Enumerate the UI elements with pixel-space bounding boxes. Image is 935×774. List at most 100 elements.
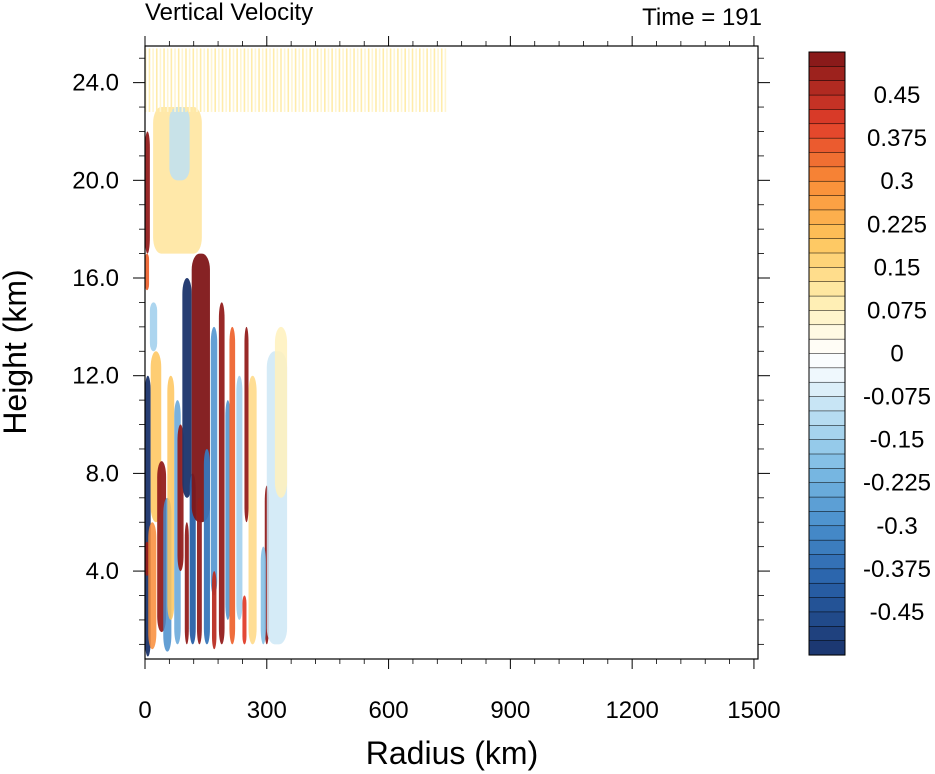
stratosphere-stripe: [400, 48, 403, 112]
velocity-cell: [225, 400, 231, 620]
x-tick-label: 1500: [727, 697, 780, 724]
stratosphere-stripe: [437, 48, 439, 112]
colorbar-segment: [808, 582, 846, 599]
stratosphere-stripe: [185, 48, 187, 112]
stratosphere-stripe: [298, 48, 301, 112]
stratosphere-stripe: [276, 48, 279, 112]
stratosphere-stripe: [269, 48, 271, 112]
velocity-cell: [177, 424, 184, 572]
stratosphere-stripe: [426, 48, 428, 112]
colorbar-segment: [808, 626, 846, 642]
stratosphere-stripe: [243, 48, 246, 112]
colorbar-label: -0.375: [863, 556, 931, 583]
velocity-cell: [145, 253, 150, 291]
stratosphere-stripe: [404, 48, 407, 112]
stratosphere-stripe: [378, 48, 381, 112]
x-tick-label: 300: [247, 697, 287, 724]
colorbar-segment: [808, 554, 846, 570]
colorbar-segment: [808, 597, 846, 613]
stratosphere-stripe: [155, 48, 158, 112]
stratosphere-stripe: [287, 48, 290, 112]
velocity-cell: [184, 522, 189, 645]
stratosphere-stripe: [283, 48, 286, 112]
colorbar-label: 0.45: [874, 82, 921, 109]
stratosphere-stripe: [305, 48, 308, 112]
velocity-cell: [149, 302, 158, 352]
colorbar-segment: [808, 195, 846, 211]
stratosphere-stripe: [188, 48, 191, 112]
colorbar-label: -0.075: [863, 384, 931, 411]
colorbar-segment: [808, 425, 846, 441]
velocity-cell: [145, 541, 150, 576]
colorbar-segment: [808, 468, 846, 484]
velocity-cell: [148, 522, 157, 650]
stratosphere-stripe: [345, 48, 348, 112]
velocity-cell: [196, 497, 202, 645]
stratosphere-stripe: [415, 48, 417, 112]
colorbar-segment: [808, 338, 846, 355]
stratosphere-stripe: [218, 48, 220, 112]
colorbar-segment: [808, 396, 846, 412]
stratosphere-stripe: [272, 48, 275, 112]
stratosphere-stripe: [196, 48, 198, 112]
chart-title: Vertical Velocity: [145, 0, 313, 26]
colorbar-segment: [808, 109, 846, 125]
x-axis-label: Radius (km): [366, 735, 538, 771]
velocity-cell: [236, 375, 243, 620]
stratosphere-stripe: [221, 48, 224, 112]
y-tick-label: 20.0: [72, 167, 119, 194]
stratosphere-stripe: [181, 48, 184, 112]
stratosphere-stripe: [393, 48, 396, 112]
stratosphere-stripe: [331, 48, 333, 112]
velocity-cell: [274, 326, 288, 498]
stratosphere-stripe: [397, 48, 399, 112]
velocity-cell: [229, 326, 236, 645]
stratosphere-stripe: [320, 48, 322, 112]
stratosphere-stripe: [214, 48, 217, 112]
stratosphere-stripe: [302, 48, 304, 112]
colorbar-segment: [808, 324, 846, 340]
stratosphere-stripe: [419, 48, 421, 112]
stratosphere-stripe: [229, 48, 231, 112]
y-tick-label: 16.0: [72, 265, 119, 292]
stratosphere-stripe: [145, 48, 147, 112]
x-tick-label: 0: [138, 697, 151, 724]
colorbar-label: -0.225: [863, 470, 931, 497]
stratosphere-stripe: [207, 48, 209, 112]
stratosphere-stripe: [309, 48, 312, 112]
stratosphere-stripe: [411, 48, 414, 112]
colorbar-label: -0.3: [876, 513, 917, 540]
colorbar-segment: [808, 482, 846, 498]
colorbar-segment: [808, 410, 846, 426]
stratosphere-stripe: [152, 48, 154, 112]
stratosphere-stripe: [433, 48, 436, 112]
colorbar-label: 0: [890, 341, 903, 368]
x-tick-label: 600: [369, 697, 409, 724]
colorbar-segment: [808, 439, 846, 455]
stratosphere-stripe: [367, 48, 370, 112]
velocity-cell: [260, 546, 266, 645]
stratosphere-stripe: [422, 48, 425, 112]
stratosphere-stripe: [174, 48, 176, 112]
colorbar-segment: [808, 611, 846, 627]
colorbar-segment: [808, 568, 846, 584]
velocity-cell: [248, 375, 257, 645]
y-tick-label: 12.0: [72, 363, 119, 390]
stratosphere-stripe: [254, 48, 257, 112]
colorbar-label: 0.3: [880, 168, 913, 195]
stratosphere-stripe: [261, 48, 264, 112]
x-tick-label: 1200: [605, 697, 658, 724]
plot-frame: [144, 45, 759, 660]
stratosphere-stripe: [148, 48, 151, 112]
stratosphere-stripe: [327, 48, 330, 112]
colorbar-segment: [808, 152, 846, 168]
stratosphere-stripe: [342, 48, 344, 112]
stratosphere-stripe: [444, 48, 447, 112]
stratosphere-stripe: [353, 48, 355, 112]
velocity-cell: [167, 375, 175, 620]
y-tick-label: 8.0: [86, 460, 119, 487]
colorbar-frame: [808, 51, 846, 656]
field-layer: [145, 48, 447, 657]
colorbar-label: 0.075: [867, 297, 927, 324]
